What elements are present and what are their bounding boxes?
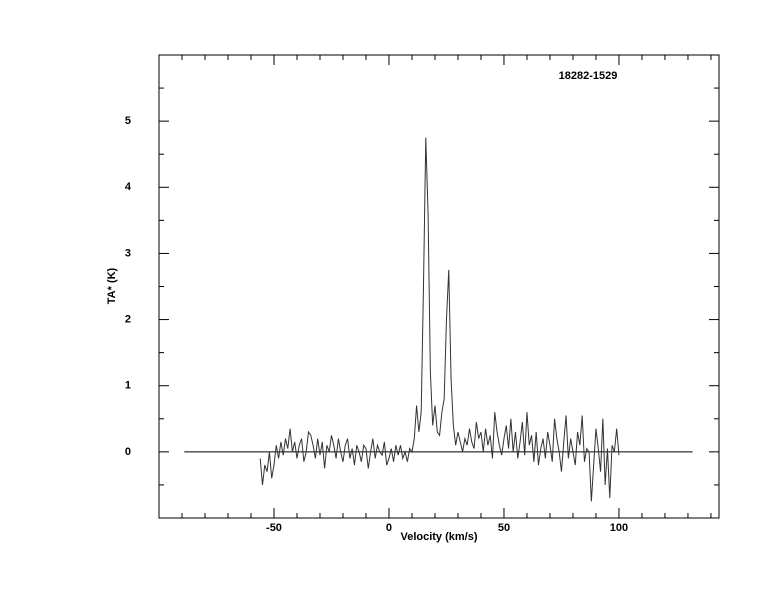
x-axis-label: Velocity (km/s) xyxy=(400,531,477,543)
x-tick-label: 50 xyxy=(498,522,510,534)
plot-frame xyxy=(158,54,720,519)
x-tick-label: -50 xyxy=(266,522,282,534)
x-tick-label: 0 xyxy=(386,522,392,534)
x-tick-label: 100 xyxy=(610,522,628,534)
y-tick-label: 0 xyxy=(125,446,131,458)
y-tick-label: 3 xyxy=(125,247,131,259)
y-tick-label: 2 xyxy=(125,313,131,325)
y-tick-label: 5 xyxy=(125,115,131,127)
y-axis-label: TA* (K) xyxy=(106,267,118,304)
y-tick-label: 1 xyxy=(125,380,131,392)
y-tick-label: 4 xyxy=(125,181,132,193)
spectrum-line xyxy=(259,137,620,502)
chart-title: 18282-1529 xyxy=(559,70,618,82)
